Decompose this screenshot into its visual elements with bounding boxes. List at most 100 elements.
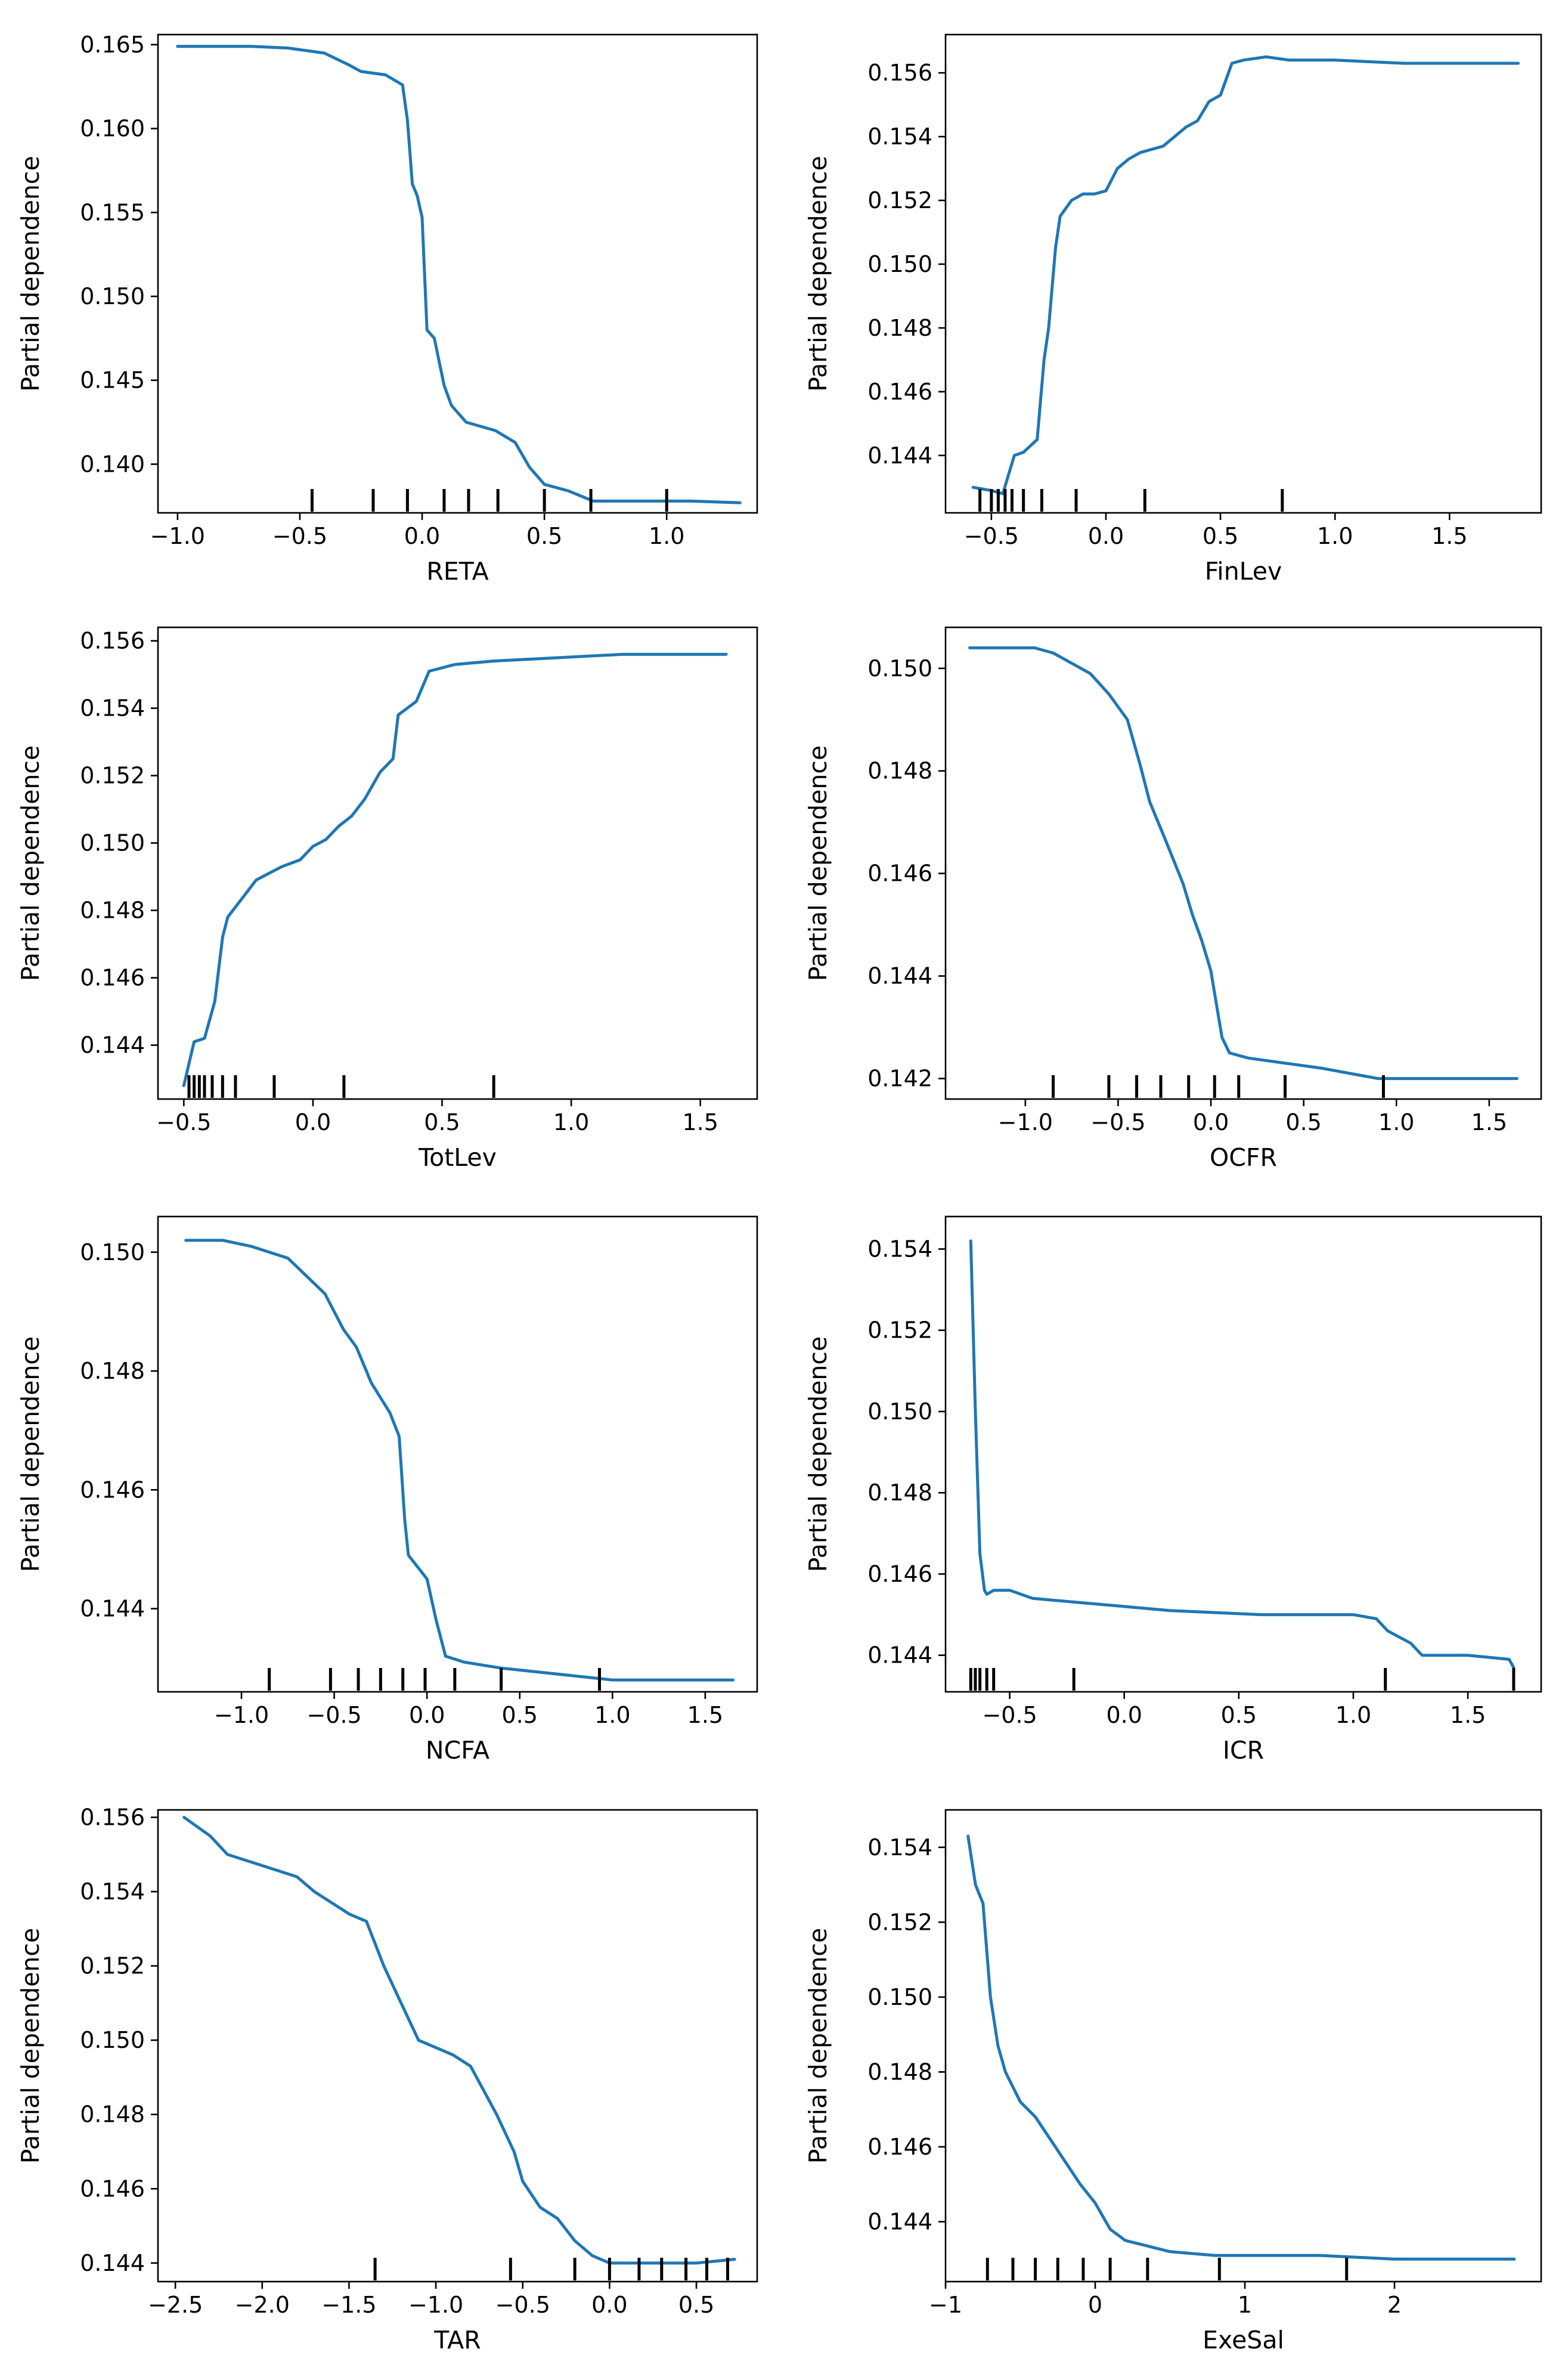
x-tick-label: 1.5 [687, 1702, 723, 1728]
y-tick-label: 0.150 [867, 251, 932, 277]
pd-line-reta [176, 45, 742, 505]
y-tick-label: 0.140 [80, 451, 145, 477]
x-tick-label: −0.5 [156, 1109, 211, 1135]
x-tick-label: −2.5 [148, 2292, 203, 2318]
y-tick-label: 0.146 [867, 379, 932, 405]
y-tick-label: 0.148 [80, 897, 145, 924]
y-axis-label: Partial dependence [16, 1336, 45, 1572]
x-tick-label: 0.5 [678, 2292, 714, 2318]
x-tick-label: 0.5 [526, 523, 562, 549]
y-tick-label: 0.160 [80, 116, 145, 142]
x-tick-label: 1.0 [1335, 1702, 1371, 1728]
x-tick-label: −0.5 [306, 1702, 361, 1728]
x-tick-label: 0 [1088, 2292, 1102, 2318]
subplot-reta: −1.0 −0.5 0.0 0.5 1.0 0.140 0.145 0.150 0.155 0.1… [16, 32, 758, 586]
x-tick-label: −1.0 [408, 2292, 463, 2318]
y-tick-label: 0.152 [867, 187, 932, 213]
y-tick-label: 0.155 [80, 199, 145, 225]
x-tick-label: −0.5 [982, 1702, 1037, 1728]
x-tick-label: 1.0 [594, 1702, 630, 1728]
y-tick-label: 0.154 [867, 1236, 932, 1262]
subplot-ocfr: −1.0 −0.5 0.0 0.5 1.0 1.5 0.142 0.144 0.146 0.148… [804, 626, 1542, 1172]
y-tick-label: 0.152 [867, 1909, 932, 1935]
subplot-exesal: −1 0 1 2 0.144 0.146 0.148 0.150 0.152 0.154 ExeSa… [804, 1809, 1542, 2354]
subplot-totlev: −0.5 0.0 0.5 1.0 1.5 0.144 0.146 0.148 0.150 0.15… [16, 626, 758, 1172]
x-tick-label: 0.0 [1193, 1109, 1229, 1135]
x-tick-label: −1.0 [214, 1702, 269, 1728]
y-tick-label: 0.154 [80, 695, 145, 722]
y-tick-label: 0.144 [867, 442, 932, 469]
x-tick-label: 1 [1238, 2292, 1252, 2318]
x-axis-label: TAR [433, 2326, 481, 2354]
y-tick-label: 0.154 [867, 1834, 932, 1861]
y-tick-label: 0.144 [867, 963, 932, 989]
x-tick-label: −1.5 [321, 2292, 376, 2318]
y-tick-label: 0.148 [867, 2059, 932, 2085]
subplot-tar: −2.5 −2.0 −1.5 −1.0 −0.5 0.0 0.5 0.144 0.146 0.14… [16, 1804, 758, 2354]
x-tick-label: −1.0 [150, 523, 205, 549]
x-tick-label: −0.5 [964, 523, 1019, 549]
subplot-icr: −0.5 0.0 0.5 1.0 1.5 0.144 0.146 0.148 0.150 0.15… [804, 1215, 1542, 1765]
y-tick-label: 0.148 [80, 2102, 145, 2128]
subplot-finlev: −0.5 0.0 0.5 1.0 1.5 0.144 0.146 0.148 0.150 0.15… [804, 33, 1542, 586]
y-tick-label: 0.150 [867, 1398, 932, 1425]
y-tick-label: 0.156 [80, 628, 145, 654]
y-axis-label: Partial dependence [804, 745, 832, 981]
axes-frame [944, 33, 1542, 514]
x-axis-label: NCFA [426, 1736, 489, 1765]
y-tick-label: 0.146 [867, 2134, 932, 2160]
axes-frame [157, 1809, 758, 2283]
x-axis-label: ExeSal [1203, 2326, 1284, 2354]
x-tick-label: 2 [1387, 2292, 1402, 2318]
y-tick-label: 0.145 [80, 367, 145, 394]
x-tick-label: −2.0 [235, 2292, 290, 2318]
x-tick-label: 0.5 [1221, 1702, 1257, 1728]
y-tick-label: 0.154 [80, 1878, 145, 1905]
y-axis-label: Partial dependence [804, 1336, 832, 1572]
y-tick-label: 0.146 [867, 861, 932, 887]
y-tick-label: 0.156 [867, 60, 932, 86]
axes-frame [157, 1215, 758, 1693]
y-tick-label: 0.148 [80, 1358, 145, 1384]
y-axis-label: Partial dependence [16, 1928, 45, 2164]
y-tick-label: 0.144 [80, 1032, 145, 1059]
x-tick-label: 0.5 [1203, 523, 1238, 549]
axes-frame [944, 1215, 1542, 1693]
x-tick-label: 1.0 [1378, 1109, 1414, 1135]
y-tick-label: 0.154 [867, 123, 932, 150]
x-tick-label: 1.5 [1450, 1702, 1486, 1728]
x-tick-label: −1.0 [998, 1109, 1053, 1135]
axes-frame [944, 626, 1542, 1100]
y-axis-label: Partial dependence [16, 745, 45, 981]
y-tick-label: 0.148 [867, 315, 932, 341]
axes-frame [157, 33, 758, 514]
x-tick-label: 0.5 [502, 1702, 538, 1728]
y-tick-label: 0.148 [867, 1480, 932, 1506]
y-tick-label: 0.146 [867, 1561, 932, 1587]
pd-line-exesal [966, 1834, 1516, 2261]
y-tick-label: 0.146 [80, 2175, 145, 2202]
y-tick-label: 0.150 [80, 2027, 145, 2053]
y-tick-label: 0.150 [80, 830, 145, 856]
x-tick-label: 0.0 [409, 1702, 445, 1728]
y-tick-label: 0.144 [867, 1642, 932, 1669]
y-tick-label: 0.156 [80, 1804, 145, 1830]
y-tick-label: 0.144 [80, 1596, 145, 1622]
y-tick-label: 0.146 [80, 1477, 145, 1503]
axes-frame [944, 1809, 1542, 2283]
x-tick-label: 0.0 [404, 523, 440, 549]
pd-line-finlev [971, 55, 1520, 496]
pd-line-icr [969, 1239, 1516, 1669]
y-axis-label: Partial dependence [804, 156, 832, 391]
x-tick-label: −0.5 [272, 523, 327, 549]
pd-line-ocfr [968, 646, 1518, 1081]
axes-frame [157, 626, 758, 1100]
x-tick-label: −1 [929, 2292, 962, 2318]
x-tick-label: −0.5 [1090, 1109, 1145, 1135]
x-axis-label: OCFR [1210, 1143, 1277, 1172]
y-tick-label: 0.148 [867, 758, 932, 784]
x-tick-label: 0.0 [1106, 1702, 1142, 1728]
x-axis-label: ICR [1223, 1736, 1264, 1765]
y-tick-label: 0.165 [80, 32, 145, 58]
